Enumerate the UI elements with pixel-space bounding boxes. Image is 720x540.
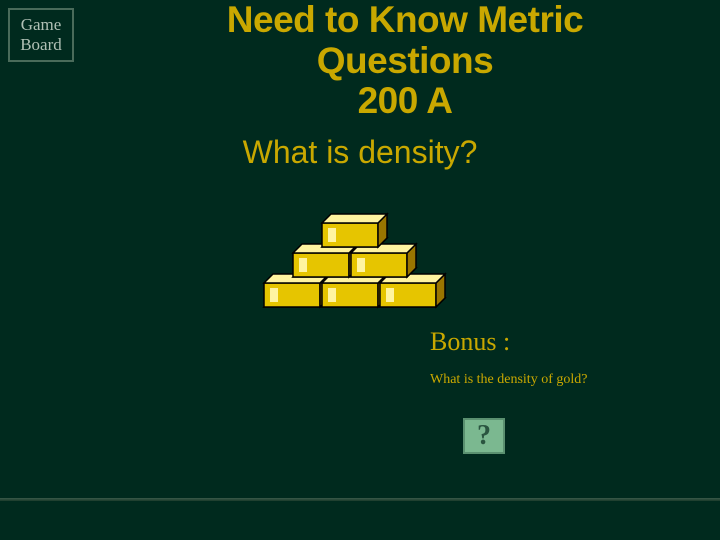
game-board-button[interactable]: Game Board [8,8,74,62]
title-line-2: Questions [120,41,690,82]
gold-bars-graphic [252,195,447,315]
game-board-label: Game Board [20,15,62,54]
help-button[interactable]: ? [463,418,505,454]
slide-title: Need to Know Metric Questions 200 A [120,0,690,122]
title-line-1: Need to Know Metric [120,0,690,41]
bonus-question: What is the density of gold? [430,372,587,388]
question-mark-icon: ? [477,420,491,452]
bonus-label: Bonus : [430,327,510,357]
title-line-3: 200 A [120,81,690,122]
main-question: What is density? [0,134,720,171]
bottom-divider [0,498,720,501]
